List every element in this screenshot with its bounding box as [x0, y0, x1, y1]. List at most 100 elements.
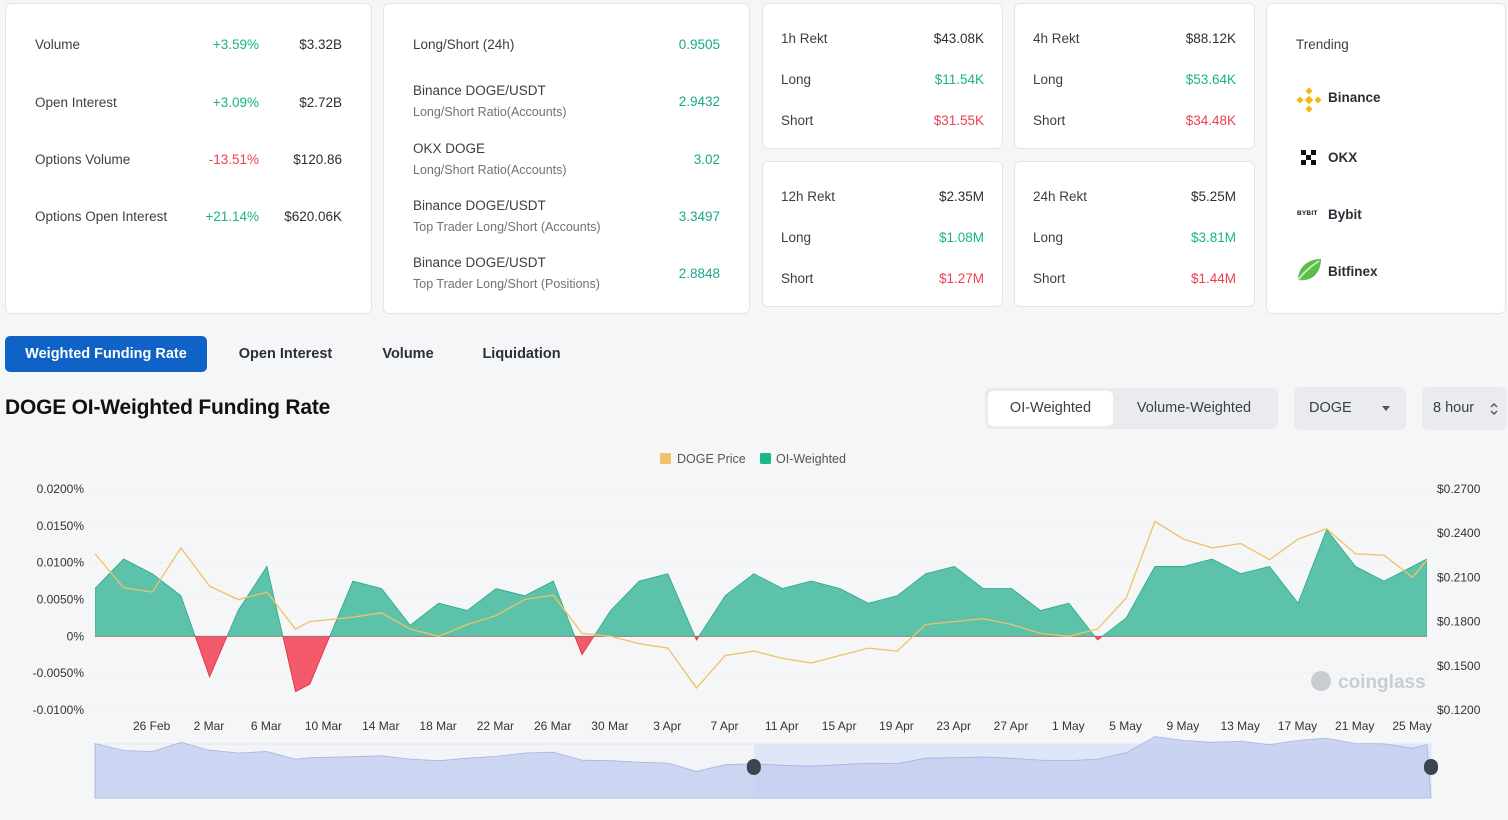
bitfinex-logo-icon	[1297, 259, 1321, 281]
x-tick-label: 14 Mar	[362, 719, 399, 733]
rekt-title: 4h Rekt	[1033, 31, 1080, 46]
x-tick-label: 3 Apr	[653, 719, 681, 733]
long-short-ratio-card: Long/Short (24h) 0.9505 Binance DOGE/USDT L…	[383, 3, 750, 314]
overview-price-area	[94, 736, 1432, 799]
y-right-tick-label: $0.2400	[1437, 526, 1481, 540]
rekt-long-value: $1.08M	[938, 230, 984, 245]
rekt-short-label: Short	[1033, 113, 1066, 128]
ratio-subtitle: Long/Short Ratio(Accounts)	[413, 163, 567, 177]
rekt-title: 1h Rekt	[781, 31, 828, 46]
x-tick-label: 27 Apr	[994, 719, 1029, 733]
rekt-long-value: $3.81M	[1190, 230, 1236, 245]
trending-title: Trending	[1296, 37, 1349, 52]
brush-end-handle	[1424, 759, 1438, 775]
interval-select[interactable]: 8 hour	[1422, 387, 1507, 430]
rekt-long-label: Long	[781, 72, 812, 87]
funding-rate-negative-area	[95, 636, 1427, 693]
rekt-total: $2.35M	[938, 189, 984, 204]
okx-logo-icon	[1301, 150, 1316, 165]
watermark: coinglass	[1338, 672, 1426, 693]
y-left-tick-label: -0.0050%	[33, 666, 85, 680]
market-stat-value: $620.06K	[284, 209, 342, 224]
oi-weighted-option[interactable]: OI-Weighted	[988, 391, 1113, 426]
x-tick-label: 5 May	[1109, 719, 1142, 733]
x-tick-label: 21 May	[1335, 719, 1374, 733]
market-stat-label: Options Volume	[35, 152, 131, 167]
interval-select-value: 8 hour	[1433, 400, 1475, 416]
y-right-tick-label: $0.2700	[1437, 482, 1481, 496]
x-tick-label: 17 May	[1278, 719, 1317, 733]
market-stat-change: -13.51%	[208, 152, 259, 167]
coinglass-logo-icon	[1311, 671, 1331, 691]
legend-swatch-oi-weighted	[760, 453, 771, 464]
market-stat-label: Open Interest	[35, 95, 117, 110]
y-left-tick-label: 0%	[67, 629, 85, 643]
ratio-value: 2.8848	[678, 266, 720, 281]
x-tick-label: 11 Apr	[765, 719, 799, 733]
legend-swatch-doge-price	[660, 453, 671, 464]
rekt-short-value: $31.55K	[933, 113, 984, 128]
tab-liquidation[interactable]: Liquidation	[465, 336, 578, 372]
doge-price-line	[94, 520, 1428, 689]
ratio-value: 2.9432	[678, 94, 720, 109]
x-tick-label: 13 May	[1220, 719, 1259, 733]
volume-weighted-option[interactable]: Volume-Weighted	[1136, 400, 1252, 416]
x-tick-label: 2 Mar	[194, 719, 225, 733]
y-right-tick-label: $0.1800	[1437, 615, 1481, 629]
x-tick-label: 15 Apr	[822, 719, 857, 733]
coin-select[interactable]: DOGE	[1294, 387, 1406, 430]
rekt-short-label: Short	[1033, 271, 1066, 286]
chevron-down-icon	[1382, 406, 1390, 411]
rekt-short-label: Short	[781, 271, 814, 286]
ratio-value: 3.3497	[678, 209, 720, 224]
rekt-long-value: $53.64K	[1185, 72, 1236, 87]
rekt-long-label: Long	[1033, 72, 1064, 87]
rekt-short-value: $1.44M	[1190, 271, 1236, 286]
ratio-value: 0.9505	[678, 37, 720, 52]
tab-volume[interactable]: Volume	[366, 336, 450, 372]
legend-label-oi-weighted: OI-Weighted	[776, 452, 846, 466]
tab-open-interest[interactable]: Open Interest	[219, 336, 352, 372]
x-tick-label: 26 Feb	[133, 719, 171, 733]
coin-select-value: DOGE	[1309, 400, 1352, 416]
ratio-subtitle: Long/Short Ratio(Accounts)	[413, 105, 567, 119]
ratio-subtitle: Top Trader Long/Short (Accounts)	[413, 220, 601, 234]
y-right-tick-label: $0.1200	[1437, 703, 1481, 717]
chart-title: DOGE OI-Weighted Funding Rate	[5, 396, 331, 419]
x-tick-label: 7 Apr	[711, 719, 739, 733]
market-stat-change: +3.59%	[212, 37, 259, 52]
rekt-total: $5.25M	[1190, 189, 1236, 204]
x-tick-label: 1 May	[1052, 719, 1085, 733]
market-stat-change: +21.14%	[205, 209, 259, 224]
rekt-title: 24h Rekt	[1033, 189, 1088, 204]
rekt-card: 12h Rekt $2.35M Long $1.08M Short $1.27M	[762, 161, 1003, 307]
x-tick-label: 6 Mar	[251, 719, 282, 733]
rekt-total: $88.12K	[1185, 31, 1236, 46]
x-tick-label: 30 Mar	[591, 719, 628, 733]
rekt-card: 24h Rekt $5.25M Long $3.81M Short $1.44M	[1014, 161, 1255, 307]
x-tick-label: 25 May	[1392, 719, 1431, 733]
x-tick-label: 22 Mar	[477, 719, 514, 733]
up-down-chevron-icon	[1490, 403, 1498, 415]
market-stat-value: $120.86	[293, 152, 342, 167]
y-left-tick-label: 0.0050%	[37, 593, 85, 607]
rekt-long-value: $11.54K	[934, 72, 984, 87]
rekt-card: 1h Rekt $43.08K Long $11.54K Short $31.55K	[762, 3, 1003, 149]
tab-weighted-funding-rate[interactable]: Weighted Funding Rate	[5, 336, 207, 372]
y-left-tick-label: 0.0100%	[37, 556, 85, 570]
y-left-tick-label: -0.0100%	[33, 703, 85, 717]
ratio-value: 3.02	[693, 152, 720, 167]
funding-rate-positive-area	[95, 528, 1427, 637]
y-right-tick-label: $0.2100	[1437, 570, 1481, 584]
x-tick-label: 10 Mar	[305, 719, 342, 733]
trending-item-label: Binance	[1328, 90, 1381, 105]
market-stat-label: Volume	[35, 37, 81, 52]
x-tick-label: 23 Apr	[936, 719, 971, 733]
x-tick-label: 9 May	[1167, 719, 1200, 733]
rekt-short-label: Short	[781, 113, 814, 128]
market-stat-change: +3.09%	[212, 95, 259, 110]
rekt-total: $43.08K	[933, 31, 984, 46]
trending-item-label: Bitfinex	[1328, 264, 1378, 279]
trending-item-label: Bybit	[1328, 207, 1362, 222]
weighting-toggle: OI-Weighted Volume-Weighted	[985, 388, 1278, 429]
